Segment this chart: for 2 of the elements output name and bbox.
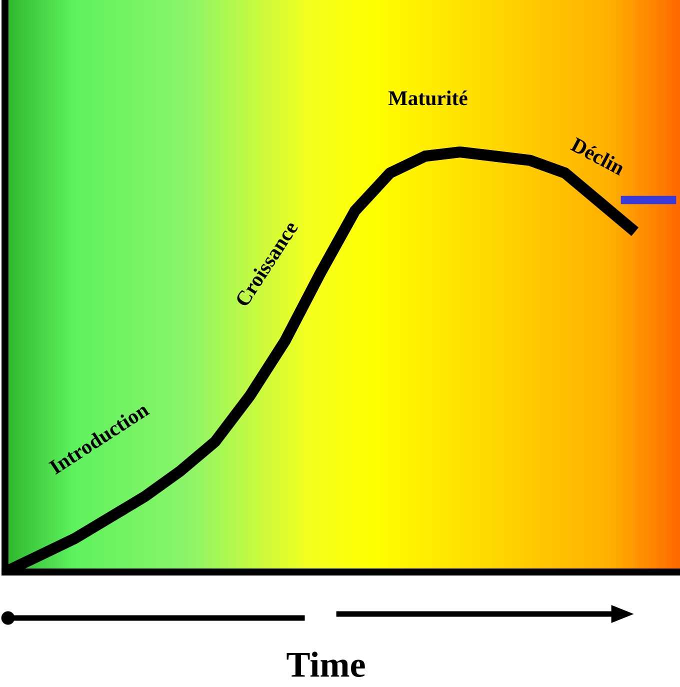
- text: Maturité: [388, 90, 468, 106]
- x-axis-title: Time: [286, 652, 365, 678]
